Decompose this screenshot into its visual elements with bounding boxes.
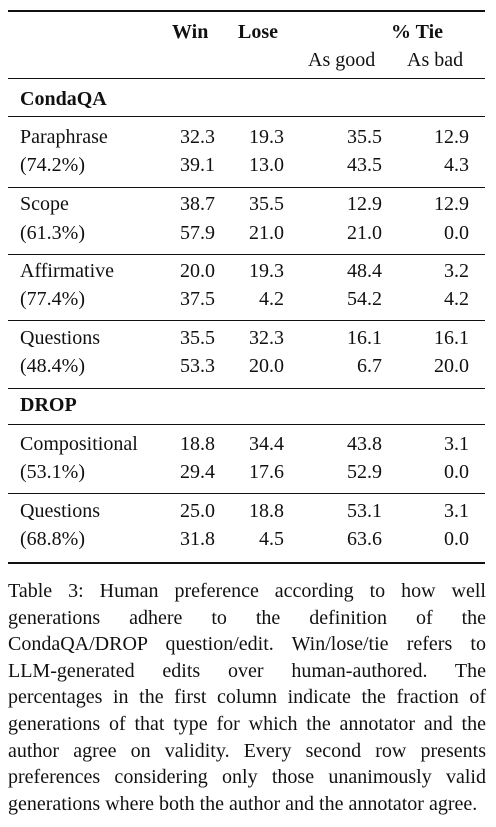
table-cell: 0.0 [444, 222, 469, 244]
table-cell: 52.9 [347, 461, 382, 483]
table-cell: 18.8 [249, 500, 284, 522]
group-rule [8, 320, 485, 321]
row-agreement-scope: (61.3%) [20, 222, 85, 244]
table-cell: 54.2 [347, 288, 382, 310]
header-as-good: As good [308, 49, 376, 71]
table-cell: 3.2 [444, 260, 469, 282]
table-cell: 35.5 [180, 327, 215, 349]
table-cell: 57.9 [180, 222, 215, 244]
section-title-condaqa: CondaQA [20, 88, 107, 110]
table-cell: 6.7 [357, 355, 382, 377]
table-cell: 25.0 [180, 500, 215, 522]
row-agreement-questions: (48.4%) [20, 355, 85, 377]
table-cell: 19.3 [249, 126, 284, 148]
table-cell: 21.0 [249, 222, 284, 244]
row-agreement-paraphrase: (74.2%) [20, 154, 85, 176]
table-cell: 19.3 [249, 260, 284, 282]
row-label-scope: Scope [20, 193, 69, 215]
table-cell: 48.4 [347, 260, 382, 282]
row-agreement-questions: (68.8%) [20, 528, 85, 550]
row-label-compositional: Compositional [20, 433, 138, 455]
table-cell: 18.8 [180, 433, 215, 455]
table-cell: 4.5 [259, 528, 284, 550]
group-rule [8, 493, 485, 494]
table-cell: 3.1 [444, 500, 469, 522]
table-cell: 35.5 [249, 193, 284, 215]
table-cell: 13.0 [249, 154, 284, 176]
header-as-bad: As bad [407, 49, 464, 71]
table-cell: 31.8 [180, 528, 215, 550]
table-bottom-rule [8, 562, 485, 564]
table-cell: 53.3 [180, 355, 215, 377]
table-cell: 16.1 [434, 327, 469, 349]
table-cell: 4.2 [444, 288, 469, 310]
group-rule [8, 187, 485, 188]
table-caption: Table 3: Human preference according to h… [8, 580, 486, 815]
table-cell: 35.5 [347, 126, 382, 148]
table-cell: 0.0 [444, 461, 469, 483]
table-cell: 12.9 [434, 126, 469, 148]
table-cell: 21.0 [347, 222, 382, 244]
section-rule [8, 424, 485, 425]
table-cell: 20.0 [434, 355, 469, 377]
header-rule [8, 78, 485, 79]
table-cell: 37.5 [180, 288, 215, 310]
row-label-questions: Questions [20, 327, 100, 349]
table-cell: 20.0 [249, 355, 284, 377]
table-cell: 17.6 [249, 461, 284, 483]
group-rule [8, 254, 485, 255]
table-cell: 29.4 [180, 461, 215, 483]
table-cell: 38.7 [180, 193, 215, 215]
section-rule [8, 116, 485, 117]
table-cell: 20.0 [180, 260, 215, 282]
table-cell: 12.9 [347, 193, 382, 215]
table-cell: 63.6 [347, 528, 382, 550]
table-cell: 16.1 [347, 327, 382, 349]
row-agreement-compositional: (53.1%) [20, 461, 85, 483]
header-lose: Lose [238, 21, 278, 43]
table-cell: 43.5 [347, 154, 382, 176]
table-cell: 4.3 [444, 154, 469, 176]
row-agreement-affirmative: (77.4%) [20, 288, 85, 310]
table-cell: 3.1 [444, 433, 469, 455]
table-cell: 53.1 [347, 500, 382, 522]
table-cell: 43.8 [347, 433, 382, 455]
table-cell: 39.1 [180, 154, 215, 176]
table-cell: 34.4 [249, 433, 284, 455]
table-cell: 32.3 [249, 327, 284, 349]
table-cell: 32.3 [180, 126, 215, 148]
row-label-questions: Questions [20, 500, 100, 522]
table-cell: 12.9 [434, 193, 469, 215]
row-label-affirmative: Affirmative [20, 260, 115, 282]
table-cell: 0.0 [444, 528, 469, 550]
row-label-paraphrase: Paraphrase [20, 126, 108, 148]
table-cell: 4.2 [259, 288, 284, 310]
group-rule [8, 388, 485, 389]
section-title-drop: DROP [20, 394, 77, 416]
table-top-rule [8, 10, 485, 12]
header-win: Win [172, 21, 209, 43]
header-tie: % Tie [390, 21, 444, 43]
